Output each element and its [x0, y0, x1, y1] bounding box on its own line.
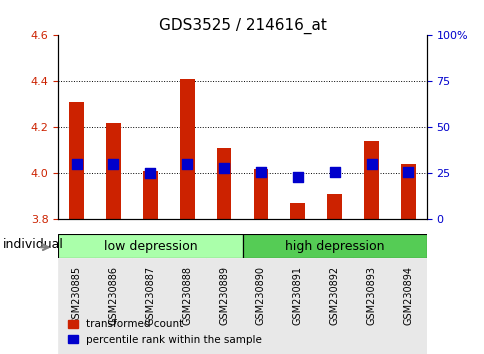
- Bar: [205, 258, 242, 354]
- Text: GSM230894: GSM230894: [403, 266, 412, 325]
- Point: [109, 161, 117, 167]
- Title: GDS3525 / 214616_at: GDS3525 / 214616_at: [158, 18, 326, 34]
- Point: [220, 165, 227, 171]
- Text: GSM230893: GSM230893: [366, 266, 376, 325]
- Bar: [95, 258, 132, 354]
- Text: GSM230885: GSM230885: [72, 266, 81, 325]
- Bar: [253, 169, 268, 219]
- Point: [73, 161, 80, 167]
- Bar: [180, 79, 194, 219]
- Legend: transformed count, percentile rank within the sample: transformed count, percentile rank withi…: [63, 315, 266, 349]
- Text: GSM230890: GSM230890: [256, 266, 265, 325]
- Bar: [58, 258, 95, 354]
- Bar: [389, 258, 426, 354]
- Text: GSM230888: GSM230888: [182, 266, 192, 325]
- Text: high depression: high depression: [284, 240, 384, 252]
- Point: [367, 161, 375, 167]
- Bar: [363, 141, 378, 219]
- Text: GSM230887: GSM230887: [145, 266, 155, 325]
- Bar: [290, 204, 304, 219]
- Text: low depression: low depression: [103, 240, 197, 252]
- Bar: [242, 234, 426, 258]
- Point: [257, 169, 264, 175]
- Bar: [106, 123, 121, 219]
- Bar: [216, 148, 231, 219]
- Point: [404, 169, 411, 175]
- Text: GSM230886: GSM230886: [108, 266, 118, 325]
- Bar: [400, 164, 415, 219]
- Point: [293, 174, 301, 180]
- Bar: [143, 171, 157, 219]
- Bar: [58, 234, 242, 258]
- Bar: [58, 234, 242, 258]
- Bar: [132, 258, 168, 354]
- Text: GSM230892: GSM230892: [329, 266, 339, 325]
- Point: [146, 171, 154, 176]
- Bar: [279, 258, 316, 354]
- Text: individual: individual: [3, 238, 64, 251]
- Point: [330, 169, 338, 175]
- Bar: [168, 258, 205, 354]
- Bar: [327, 194, 341, 219]
- Text: GSM230891: GSM230891: [292, 266, 302, 325]
- Point: [183, 161, 191, 167]
- Bar: [242, 258, 279, 354]
- Bar: [69, 102, 84, 219]
- Text: GSM230889: GSM230889: [219, 266, 228, 325]
- Bar: [316, 258, 352, 354]
- Bar: [242, 234, 426, 258]
- Bar: [352, 258, 389, 354]
